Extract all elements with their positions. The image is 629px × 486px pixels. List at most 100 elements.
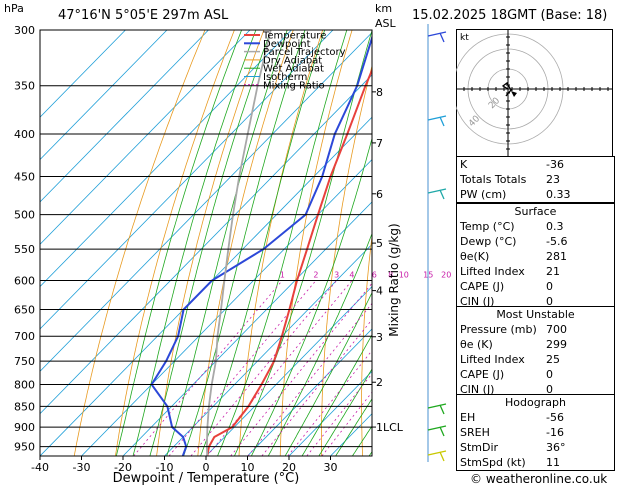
altitude-tick-label: 1LCL [376, 421, 404, 434]
altitude-tick-label: 6 [376, 188, 383, 201]
legend-label: Isotherm [263, 72, 307, 83]
most-unstable-title: Most Unstable [496, 308, 575, 321]
series-dewpoint [150, 34, 372, 456]
pressure-tick-label: 850 [14, 400, 35, 413]
altitude-tick-label: 8 [376, 86, 383, 99]
x-tick-label: 0 [203, 461, 210, 474]
wet-adiabat-line [318, 368, 372, 456]
wet-adiabat-line [301, 334, 372, 456]
most-unstable-row: θe (K) 299 [460, 338, 567, 351]
wet-adiabat-line [335, 398, 372, 456]
legend-label: Parcel Trajectory [263, 47, 346, 58]
pressure-tick-label: 550 [14, 243, 35, 256]
mixing-ratio-line [287, 349, 372, 456]
indices-row-k: K -36 [460, 158, 564, 171]
hodograph-stats-row: StmSpd (kt) 11 [460, 456, 560, 469]
altitude-tick-label: 3 [376, 331, 383, 344]
wind-barb [427, 115, 447, 121]
x-tick-label: -30 [73, 461, 91, 474]
mixing-ratio-line [230, 282, 372, 456]
mixing-ratio-line [321, 391, 372, 456]
mixing-ratio-line [261, 319, 372, 456]
credit-label: © weatheronline.co.uk [470, 472, 608, 486]
mixing-ratio-label: 6 [372, 271, 377, 280]
isotherm-line [40, 30, 126, 118]
location-label: 47°16'N 5°05'E 297m ASL [58, 8, 229, 23]
dry-adiabat-line [321, 64, 372, 456]
series-parcel-trajectory [205, 30, 272, 456]
wind-barb [427, 403, 447, 409]
wind-barb [427, 425, 447, 431]
legend-label: Dewpoint [263, 39, 311, 50]
dry-adiabat-line [279, 30, 353, 456]
hodograph-stats-table: Hodograph EH -56 SREH -16 StmDir 36° StmSpd… [456, 394, 615, 471]
hodograph-stats-row: SREH -16 [460, 426, 564, 439]
wet-adiabat-line [132, 30, 257, 456]
asl-unit-label: ASL [375, 17, 396, 30]
wind-barb-flag [439, 32, 445, 43]
surface-row: θe(K) 281 [460, 250, 567, 263]
x-tick-label: -10 [156, 461, 174, 474]
legend-label: Dry Adiabat [263, 55, 322, 66]
mixing-ratio-label: 20 [441, 271, 451, 280]
isotherm-line [40, 30, 251, 245]
pressure-tick-label: 650 [14, 303, 35, 316]
x-tick-label: 30 [324, 461, 338, 474]
pressure-tick-label: 750 [14, 355, 35, 368]
dry-adiabat-line [73, 30, 206, 456]
pressure-tick-label: 900 [14, 421, 35, 434]
isotherm-line [40, 30, 209, 203]
wind-barb [427, 188, 447, 194]
surface-row: Dewp (°C) -5.6 [460, 235, 568, 248]
x-tick-label: -20 [114, 461, 132, 474]
isotherm-line [40, 30, 292, 288]
wind-barb-flag [439, 116, 445, 127]
mixing-ratio-label: 1 [280, 271, 285, 280]
hodograph-unit: kt [460, 33, 469, 43]
indices-row-pw: PW (cm) 0.33 [460, 188, 571, 201]
hodograph-stats-row: EH -56 [460, 411, 564, 424]
series-temperature [206, 67, 372, 456]
hodograph-trace [501, 82, 512, 97]
dry-adiabat-line [361, 233, 372, 456]
mixing-ratio-line [247, 302, 372, 456]
pressure-tick-label: 350 [14, 80, 35, 93]
altitude-tick-label: 5 [376, 237, 383, 250]
wet-adiabat-line [234, 30, 372, 456]
datetime-label: 15.02.2025 18GMT (Base: 18) [412, 8, 608, 23]
wet-adiabat-line [251, 137, 372, 456]
pressure-tick-label: 700 [14, 330, 35, 343]
legend-label: Wet Adiabat [263, 64, 324, 75]
wet-adiabat-line [115, 30, 242, 456]
altitude-tick-label: 7 [376, 137, 383, 150]
surface-row: Lifted Index 21 [460, 265, 560, 278]
x-tick-label: 20 [282, 461, 296, 474]
indices-table: K -36 Totals Totals 23 PW (cm) 0.33 [456, 156, 615, 203]
wet-adiabat-line [200, 30, 326, 456]
mixing-ratio-axis-title: Mixing Ratio (g/kg) [387, 223, 401, 336]
legend-label: Temperature [262, 31, 326, 42]
wet-adiabat-line [217, 30, 348, 456]
wet-adiabat-line [284, 291, 372, 456]
mixing-ratio-label: 10 [399, 271, 409, 280]
wet-adiabat-line [183, 30, 306, 456]
surface-row: Temp (°C) 0.3 [460, 220, 564, 233]
mixing-ratio-line [306, 372, 372, 456]
mixing-ratio-line [206, 280, 353, 456]
pressure-tick-label: 950 [14, 441, 35, 454]
surface-row: CAPE (J) 0 [460, 280, 553, 293]
mixing-ratio-label: 2 [313, 271, 318, 280]
x-tick-label: -40 [31, 461, 49, 474]
isotherm-line [40, 30, 168, 161]
most-unstable-table: Most Unstable Pressure (mb) 700 θe (K) 299… [456, 306, 615, 398]
legend-label: Mixing Ratio [263, 80, 325, 91]
wet-adiabat-line [166, 30, 288, 456]
pressure-tick-label: 450 [14, 171, 35, 184]
mixing-ratio-label: 3 [334, 271, 339, 280]
surface-table: Surface Temp (°C) 0.3 Dewp (°C) -5.6 θe(K)… [456, 203, 615, 310]
wind-barb-flag [439, 189, 445, 200]
hodograph: kt 20 40 [456, 29, 613, 177]
most-unstable-row: CIN (J) 0 [460, 383, 553, 396]
mixing-ratio-line [190, 280, 338, 456]
